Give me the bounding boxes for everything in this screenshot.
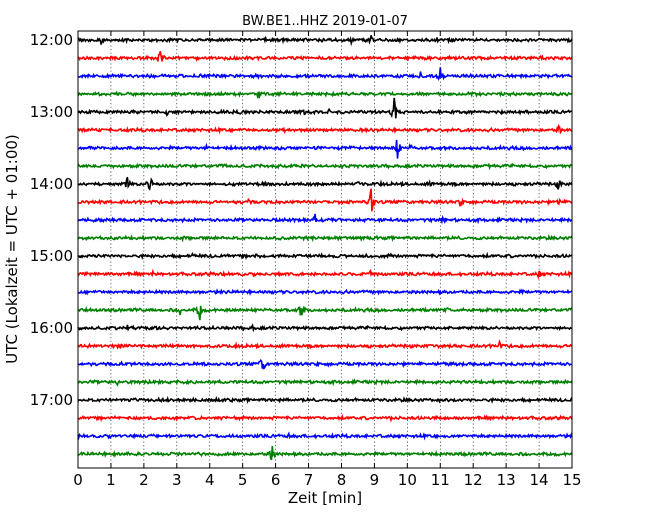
trace-1400 [77,176,573,191]
trace-1530 [77,288,573,297]
trace-1230 [77,67,573,82]
y-tick-label: 12:00 [30,31,73,49]
x-tick-label: 0 [73,471,83,489]
trace-1645 [77,378,573,387]
x-axis: 0 1 2 3 4 5 6 7 8 9 10 11 12 13 14 15 [73,31,582,489]
x-tick-label: 14 [530,471,549,489]
trace-1430 [77,213,573,225]
x-axis-label: Zeit [min] [288,489,362,507]
trace-1615 [77,339,573,350]
y-tick-label: 14:00 [30,175,73,193]
trace-1300 [77,97,573,119]
trace-1415 [77,188,573,212]
x-tick-label: 13 [497,471,516,489]
y-axis-label: UTC (Lokalzeit = UTC + 01:00) [3,134,21,364]
trace-1630 [77,358,573,371]
x-tick-label: 10 [398,471,417,489]
x-tick-label: 15 [562,471,581,489]
y-tick-label: 15:00 [30,247,73,265]
grid-lines [110,31,540,468]
plot-frame [77,30,573,469]
y-tick-label: 13:00 [30,103,73,121]
x-tick-label: 6 [271,471,281,489]
trace-1445 [77,234,573,243]
trace-1515 [77,268,573,280]
x-tick-label: 11 [431,471,450,489]
trace-1200 [77,35,573,47]
y-tick-label: 17:00 [30,391,73,409]
y-tick-label: 16:00 [30,319,73,337]
y-axis: 12:00 13:00 14:00 15:00 16:00 17:00 [30,31,83,409]
x-tick-label: 5 [238,471,248,489]
x-tick-label: 2 [139,471,149,489]
x-tick-label: 3 [172,471,182,489]
x-tick-label: 12 [464,471,483,489]
x-tick-label: 7 [304,471,314,489]
chart-title: BW.BE1..HHZ 2019-01-07 [242,14,408,29]
trace-1545 [77,305,573,321]
trace-1745 [77,446,573,461]
trace-1600 [77,323,573,333]
trace-1500 [77,251,573,261]
x-tick-label: 9 [370,471,380,489]
trace-1700 [77,395,573,404]
trace-group [77,35,573,461]
x-tick-label: 4 [205,471,215,489]
trace-1715 [77,413,573,423]
x-tick-label: 1 [106,471,116,489]
x-tick-label: 8 [337,471,347,489]
trace-1215 [77,51,573,62]
trace-1330 [77,139,573,159]
trace-1315 [77,123,573,135]
trace-1730 [77,431,573,441]
trace-1245 [77,90,573,100]
trace-1345 [77,162,573,171]
